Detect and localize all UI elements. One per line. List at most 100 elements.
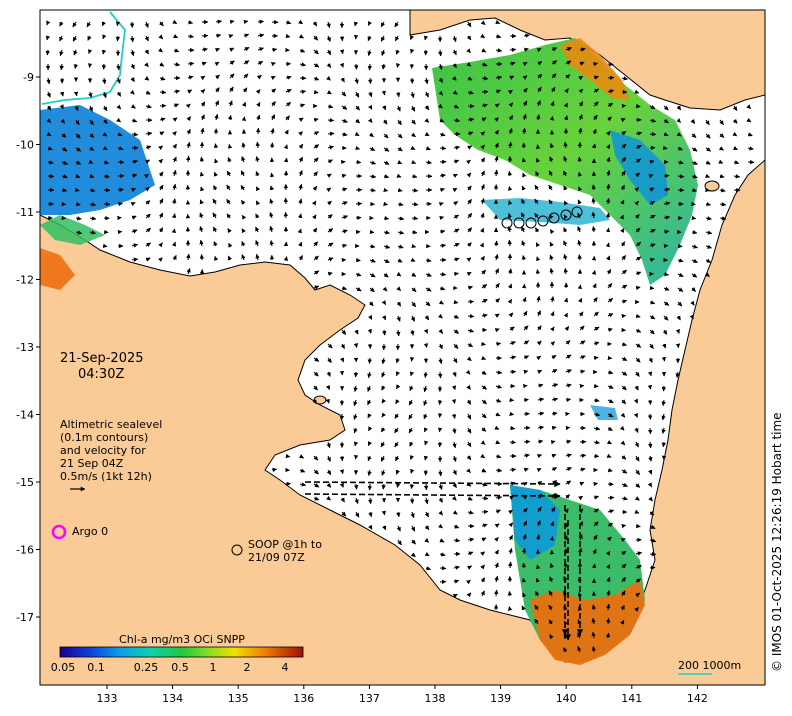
velocity-arrow <box>563 253 568 261</box>
velocity-arrow <box>662 329 668 335</box>
velocity-arrow <box>523 453 530 458</box>
velocity-arrow <box>397 230 405 235</box>
chl-patch-south-orange <box>530 580 645 665</box>
velocity-arrow <box>131 188 136 193</box>
velocity-arrow <box>61 174 68 179</box>
lon-tick-label: 138 <box>425 692 446 705</box>
velocity-arrow <box>130 49 135 57</box>
velocity-arrow <box>467 427 472 434</box>
velocity-arrow <box>481 496 489 501</box>
velocity-arrow <box>508 268 513 275</box>
velocity-arrow <box>283 144 288 150</box>
velocity-arrow <box>381 300 387 305</box>
velocity-arrow <box>620 228 625 233</box>
velocity-arrow <box>187 75 194 80</box>
velocity-arrow <box>577 156 582 163</box>
velocity-arrow <box>480 198 485 205</box>
velocity-arrow <box>397 160 403 165</box>
velocity-arrow <box>396 329 401 337</box>
velocity-arrow <box>380 35 386 42</box>
velocity-arrow <box>621 455 627 460</box>
velocity-arrow <box>661 427 666 434</box>
velocity-arrow <box>396 286 401 292</box>
velocity-arrow <box>299 62 307 67</box>
velocity-arrow <box>285 453 291 459</box>
velocity-arrow <box>355 159 362 165</box>
velocity-arrow <box>522 75 528 80</box>
velocity-arrow <box>131 215 137 220</box>
velocity-arrow <box>578 127 583 135</box>
velocity-arrow <box>117 159 125 165</box>
velocity-arrow <box>88 91 93 98</box>
velocity-arrow <box>89 230 96 235</box>
velocity-arrow <box>481 468 487 473</box>
velocity-arrow <box>635 227 641 233</box>
velocity-arrow <box>593 88 600 93</box>
velocity-arrow <box>46 77 51 85</box>
velocity-arrow <box>283 256 289 262</box>
velocity-arrow <box>226 198 231 205</box>
velocity-arrow <box>240 199 246 205</box>
velocity-arrow <box>481 370 487 375</box>
velocity-arrow <box>158 47 163 53</box>
velocity-arrow <box>663 215 671 220</box>
velocity-arrow <box>409 483 415 490</box>
velocity-arrow <box>144 76 150 81</box>
longitude-axis: 133 134 135 136 137 138 139 140 141 142 <box>97 685 708 705</box>
velocity-arrow <box>410 91 415 99</box>
velocity-arrow <box>663 173 670 179</box>
velocity-arrow <box>732 118 738 124</box>
velocity-arrow <box>438 469 443 477</box>
velocity-arrow <box>593 481 599 487</box>
lon-tick-label: 139 <box>490 692 511 705</box>
velocity-arrow <box>298 255 303 261</box>
velocity-arrow <box>145 242 151 247</box>
velocity-arrow <box>535 242 541 248</box>
velocity-arrow <box>410 257 416 262</box>
velocity-arrow <box>509 75 515 80</box>
velocity-arrow <box>508 561 513 569</box>
velocity-arrow <box>243 47 250 52</box>
velocity-arrow <box>438 202 444 207</box>
velocity-arrow <box>367 385 372 392</box>
velocity-arrow <box>467 199 472 205</box>
velocity-arrow <box>481 399 487 405</box>
scale-label: 200 1000m <box>678 659 741 672</box>
velocity-arrow <box>285 20 292 25</box>
velocity-arrow <box>549 156 554 163</box>
velocity-arrow <box>551 86 556 93</box>
velocity-arrow <box>732 145 738 151</box>
soop-label-line1: SOOP @1h to <box>248 538 322 551</box>
velocity-arrow <box>59 91 65 97</box>
velocity-arrow <box>719 216 727 221</box>
velocity-arrow <box>523 467 529 472</box>
velocity-arrow <box>369 244 376 249</box>
velocity-arrow <box>313 285 320 290</box>
velocity-arrow <box>214 158 219 164</box>
velocity-arrow <box>635 131 643 136</box>
velocity-arrow <box>495 75 503 80</box>
velocity-arrow <box>368 497 373 505</box>
velocity-arrow <box>367 20 373 26</box>
velocity-arrow <box>411 132 416 138</box>
velocity-arrow <box>145 159 151 164</box>
velocity-arrow <box>578 88 584 94</box>
velocity-arrow <box>341 91 347 97</box>
velocity-arrow <box>563 240 568 247</box>
velocity-arrow <box>605 130 611 136</box>
velocity-arrow <box>367 35 372 42</box>
velocity-arrow <box>423 343 429 348</box>
velocity-arrow <box>592 283 597 289</box>
velocity-arrow <box>353 399 358 407</box>
velocity-arrow <box>269 240 274 247</box>
velocity-arrow <box>577 284 583 290</box>
velocity-arrow <box>467 145 473 150</box>
velocity-arrow <box>439 229 446 234</box>
velocity-arrow <box>647 384 653 390</box>
velocity-arrow <box>606 156 611 163</box>
velocity-arrow <box>383 187 389 193</box>
velocity-arrow <box>411 229 418 235</box>
velocity-arrow <box>353 21 359 27</box>
velocity-arrow <box>269 211 274 219</box>
velocity-arrow <box>649 118 657 123</box>
